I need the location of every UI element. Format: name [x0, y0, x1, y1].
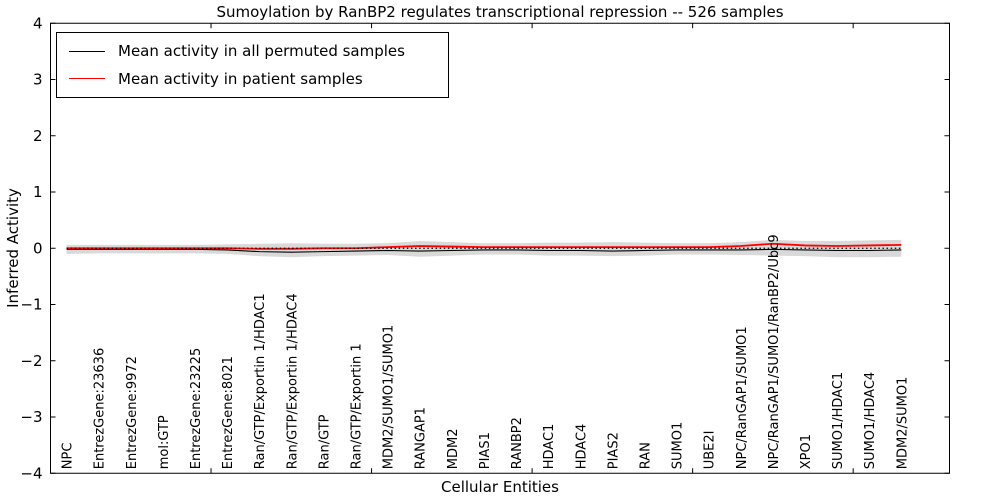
x-category-label: SUMO1/HDAC1	[831, 372, 846, 469]
legend-item-patient: Mean activity in patient samples	[69, 70, 448, 88]
y-tick-label: 4	[33, 14, 43, 32]
x-category-label: EntrezGene:9972	[125, 356, 140, 469]
y-tick-label: 1	[33, 183, 43, 201]
y-tick-label: −1	[20, 296, 42, 314]
x-category-label: Ran/GTP/Exportin 1	[350, 343, 365, 469]
patient-line-swatch-icon	[69, 78, 105, 80]
x-category-label: Ran/GTP	[317, 414, 332, 469]
y-axis-title: Inferred Activity	[4, 188, 22, 308]
x-category-label: RAN	[638, 442, 653, 469]
x-category-label: HDAC1	[542, 424, 557, 470]
x-category-label: EntrezGene:23636	[93, 348, 108, 469]
legend-item-permuted: Mean activity in all permuted samples	[69, 42, 448, 60]
x-axis-title: Cellular Entities	[441, 478, 559, 496]
legend-label-permuted: Mean activity in all permuted samples	[118, 42, 405, 61]
permuted-mean-line	[66, 248, 902, 253]
x-category-label: NPC	[61, 443, 76, 470]
x-category-label: EntrezGene:23225	[189, 348, 204, 469]
y-tick-label: 2	[33, 127, 43, 145]
x-category-label: HDAC4	[574, 424, 589, 470]
x-category-label: NPC/RanGAP1/SUMO1	[735, 326, 750, 469]
y-tick-label: −3	[20, 408, 42, 426]
x-category-label: XPO1	[799, 434, 814, 469]
x-category-label: SUMO1	[671, 422, 686, 470]
x-category-label: MDM2	[446, 429, 461, 470]
x-category-label: MDM2/SUMO1/SUMO1	[382, 325, 397, 469]
x-category-label: mol:GTP	[157, 415, 172, 469]
x-category-label: EntrezGene:8021	[221, 356, 236, 469]
std-band	[66, 239, 902, 258]
legend-label-patient: Mean activity in patient samples	[118, 69, 363, 88]
permuted-line-swatch-icon	[69, 50, 105, 52]
x-category-label: SUMO1/HDAC4	[863, 372, 878, 469]
patient-mean-line	[66, 242, 902, 250]
x-category-label: Ran/GTP/Exportin 1/HDAC4	[285, 293, 300, 469]
x-category-label: RANGAP1	[414, 407, 429, 469]
y-tick-label: 3	[33, 71, 43, 89]
x-category-label: RANBP2	[510, 417, 525, 469]
x-category-label: PIAS1	[478, 432, 493, 469]
x-category-label: NPC/RanGAP1/SUMO1/RanBP2/Ubc9	[767, 234, 782, 469]
x-category-label: Ran/GTP/Exportin 1/HDAC1	[253, 293, 268, 469]
x-category-label: UBE2I	[703, 430, 718, 469]
legend: Mean activity in all permuted samples Me…	[56, 32, 449, 98]
y-tick-label: −2	[20, 352, 42, 370]
y-tick-label: 0	[33, 239, 43, 257]
y-tick-label: −4	[20, 464, 42, 482]
x-category-label: MDM2/SUMO1	[895, 377, 910, 470]
chart-title: Sumoylation by RanBP2 regulates transcri…	[216, 3, 784, 21]
x-category-label: PIAS2	[606, 432, 621, 469]
